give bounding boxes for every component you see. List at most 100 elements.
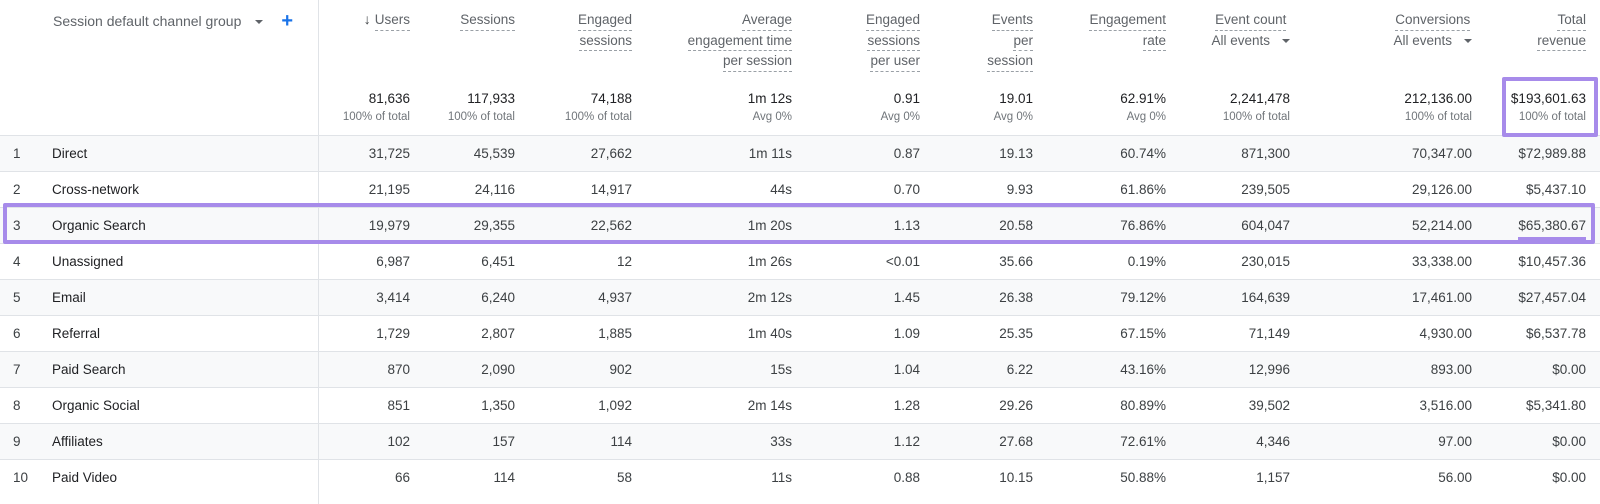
cell-conversions: 29,126.00 [1411,182,1472,197]
cell-events-per-session: 27.68 [999,434,1033,449]
chevron-down-icon[interactable] [1464,39,1472,44]
cell-engaged-sessions: 58 [616,470,632,485]
cell-users: 3,414 [376,290,410,305]
cell-engagement-rate: 43.16% [1120,362,1166,377]
column-header-engaged-per-user[interactable]: Engaged sessions per user [865,10,920,72]
column-header-events-per-session[interactable]: Events per session [987,10,1033,72]
cell-engaged-sessions: 902 [609,362,632,377]
cell-sessions: 24,116 [474,182,515,197]
table-row[interactable]: 1 Direct 31,725 45,539 27,662 1m 11s 0.8… [0,135,1600,171]
cell-events-per-session: 6.22 [1006,362,1033,377]
cell-engaged-per-user: 0.70 [893,182,920,197]
channel-name[interactable]: Email [52,290,86,305]
dimension-selector[interactable]: Session default channel group + [53,10,294,32]
channel-name[interactable]: Direct [52,146,88,161]
cell-conversions: 70,347.00 [1411,146,1472,161]
channel-name[interactable]: Organic Social [52,398,140,413]
table-row[interactable]: 2 Cross-network 21,195 24,116 14,917 44s… [0,171,1600,207]
cell-sessions: 6,240 [481,290,515,305]
total-event-count: 2,241,478 100% of total [1222,91,1290,123]
total-revenue: $193,601.63 100% of total [1510,91,1586,123]
conversions-event-selector[interactable]: All events [1393,31,1472,51]
total-events-per-session: 19.01 Avg 0% [993,91,1033,123]
cell-conversions: 3,516.00 [1419,398,1472,413]
cell-users: 66 [394,470,410,485]
cell-engagement-rate: 0.19% [1127,254,1166,269]
cell-avg-engagement-time: 2m 14s [747,398,792,413]
cell-total-revenue: $6,537.78 [1525,326,1586,341]
cell-event-count: 604,047 [1241,218,1290,233]
channel-name[interactable]: Paid Video [52,470,118,485]
cell-engagement-rate: 67.15% [1120,326,1166,341]
cell-conversions: 17,461.00 [1411,290,1472,305]
cell-engaged-per-user: 1.12 [893,434,920,449]
chevron-down-icon[interactable] [255,20,264,24]
column-header-conversions[interactable]: Conversions All events [1393,10,1472,50]
cell-event-count: 871,300 [1241,146,1290,161]
cell-avg-engagement-time: 2m 12s [747,290,792,305]
cell-avg-engagement-time: 1m 20s [747,218,792,233]
table-row-highlighted[interactable]: 3 Organic Search 19,979 29,355 22,562 1m… [0,207,1600,243]
cell-conversions: 97.00 [1438,434,1472,449]
channel-name[interactable]: Referral [52,326,101,341]
cell-events-per-session: 25.35 [999,326,1033,341]
sort-descending-icon[interactable]: ↓ [363,11,371,27]
cell-users: 1,729 [376,326,410,341]
cell-engaged-sessions: 22,562 [590,218,632,233]
cell-total-revenue: $5,437.10 [1525,182,1586,197]
cell-sessions: 114 [493,470,515,485]
channel-name[interactable]: Unassigned [52,254,124,269]
cell-total-revenue: $65,380.67 [1518,208,1586,243]
channel-name[interactable]: Paid Search [52,362,126,377]
cell-engaged-per-user: 1.28 [893,398,920,413]
cell-event-count: 164,639 [1241,290,1290,305]
row-index: 3 [13,218,21,233]
table-row[interactable]: 8 Organic Social 851 1,350 1,092 2m 14s … [0,387,1600,423]
channel-name[interactable]: Cross-network [52,182,140,197]
table-row[interactable]: 4 Unassigned 6,987 6,451 12 1m 26s <0.01… [0,243,1600,279]
table-row[interactable]: 7 Paid Search 870 2,090 902 15s 1.04 6.2… [0,351,1600,387]
cell-users: 31,725 [368,146,410,161]
cell-sessions: 6,451 [481,254,515,269]
column-header-avg-engagement-time[interactable]: Average engagement time per session [687,10,792,72]
cell-engaged-sessions: 1,885 [598,326,632,341]
column-header-engaged-sessions[interactable]: Engaged sessions [577,10,632,51]
table-row[interactable]: 6 Referral 1,729 2,807 1,885 1m 40s 1.09… [0,315,1600,351]
cell-total-revenue: $27,457.04 [1518,290,1586,305]
cell-engagement-rate: 79.12% [1120,290,1166,305]
cell-sessions: 157 [492,434,515,449]
cell-avg-engagement-time: 1m 40s [747,326,792,341]
event-count-event-selector[interactable]: All events [1211,31,1290,51]
table-row[interactable]: 9 Affiliates 102 157 114 33s 1.12 27.68 … [0,423,1600,459]
chevron-down-icon[interactable] [1282,39,1290,44]
cell-engaged-per-user: <0.01 [885,254,920,269]
cell-conversions: 56.00 [1438,470,1472,485]
cell-conversions: 52,214.00 [1411,218,1472,233]
row-index: 10 [13,470,29,485]
row-index: 9 [13,434,21,449]
column-header-total-revenue[interactable]: Total revenue [1537,10,1586,51]
cell-users: 21,195 [368,182,410,197]
channel-name[interactable]: Organic Search [52,218,146,233]
column-header-engagement-rate[interactable]: Engagement rate [1089,10,1166,51]
cell-sessions: 45,539 [473,146,515,161]
cell-users: 870 [387,362,410,377]
cell-engaged-per-user: 0.88 [893,470,920,485]
table-row[interactable]: 5 Email 3,414 6,240 4,937 2m 12s 1.45 26… [0,279,1600,315]
cell-events-per-session: 19.13 [999,146,1033,161]
column-header-sessions[interactable]: Sessions [460,10,515,31]
cell-engaged-per-user: 1.09 [893,326,920,341]
cell-events-per-session: 9.93 [1006,182,1033,197]
channel-name[interactable]: Affiliates [52,434,103,449]
add-dimension-button[interactable]: + [281,10,294,32]
column-divider [318,0,319,504]
cell-events-per-session: 20.58 [999,218,1033,233]
cell-total-revenue: $72,989.88 [1518,146,1586,161]
cell-total-revenue: $0.00 [1552,362,1586,377]
table-row[interactable]: 10 Paid Video 66 114 58 11s 0.88 10.15 5… [0,459,1600,495]
column-header-users[interactable]: ↓ Users [364,10,410,31]
column-header-event-count[interactable]: Event count All events [1211,10,1290,50]
cell-avg-engagement-time: 11s [771,470,792,485]
cell-engaged-sessions: 27,662 [590,146,632,161]
